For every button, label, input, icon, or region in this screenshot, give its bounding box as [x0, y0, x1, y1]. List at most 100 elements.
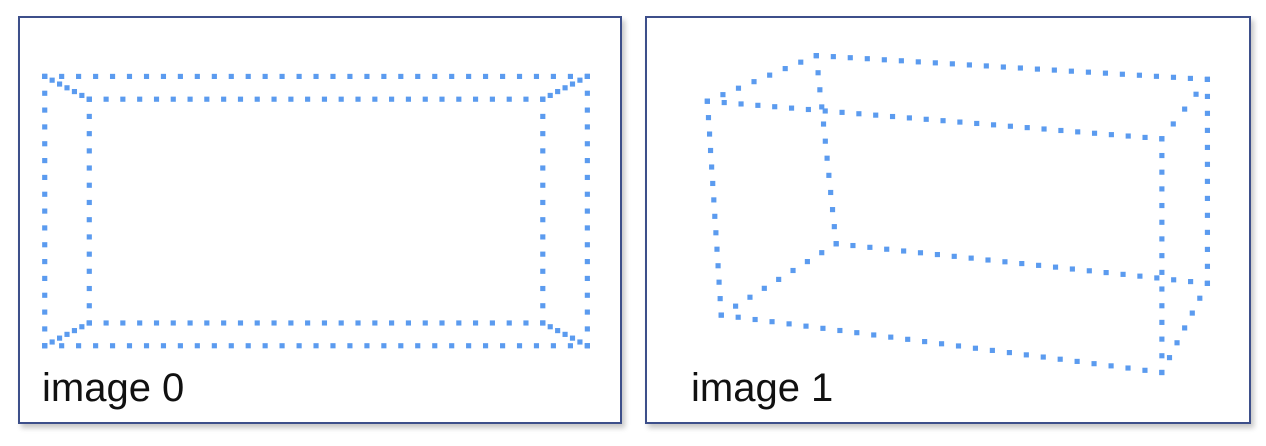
inner-edge-dot — [422, 96, 428, 102]
outer-edge-dot — [228, 343, 234, 349]
box-edge-dot — [850, 242, 856, 249]
outer-edge-dot — [330, 73, 336, 79]
outer-edge-dot — [381, 73, 387, 79]
box-edge-dot — [867, 244, 873, 250]
box-edge-dot — [767, 72, 773, 78]
box-edge-dot — [1204, 280, 1211, 286]
box-edge-dot — [733, 303, 739, 309]
box-edge-dot — [1154, 275, 1160, 281]
box-edge-dot — [822, 108, 828, 114]
box-edge-dot — [1091, 361, 1097, 367]
box-edge-dot — [974, 120, 980, 127]
box-edge-dot — [1159, 136, 1165, 142]
box-edge-dot — [761, 285, 767, 291]
inner-edge-dot — [489, 96, 495, 102]
outer-edge-dot — [42, 309, 48, 315]
box-edge-dot — [788, 105, 795, 111]
box-edge-dot — [854, 330, 860, 336]
box-edge-dot — [721, 99, 727, 106]
inner-edge-dot — [355, 320, 361, 326]
outer-edge-dot — [500, 343, 506, 349]
box-edge-dot — [1007, 123, 1013, 129]
box-edge-dot — [713, 230, 719, 236]
outer-edge-dot — [415, 73, 421, 79]
box-edge-dot — [1204, 76, 1211, 82]
box-edge-dot — [720, 92, 726, 98]
box-edge-dot — [752, 316, 758, 323]
outer-edge-dot — [59, 343, 65, 349]
outer-edge-dot — [449, 343, 455, 349]
box-edge-dot — [888, 334, 894, 340]
inner-edge-dot — [540, 131, 546, 137]
box-edge-dot — [1189, 310, 1195, 316]
box-edge-dot — [738, 101, 744, 107]
inner-edge-dot — [120, 320, 126, 326]
outer-edge-dot — [245, 73, 251, 79]
outer-edge-dot — [42, 208, 48, 214]
box-edge-dot — [1197, 295, 1203, 301]
inner-edge-dot — [472, 320, 479, 326]
connector-dot — [584, 73, 590, 79]
box-edge-dot — [1170, 121, 1176, 127]
outer-edge-dot — [262, 73, 268, 79]
box-edge-dot — [951, 253, 957, 259]
box-edge-dot — [1159, 202, 1165, 209]
box-edge-dot — [711, 197, 717, 203]
box-edge-dot — [940, 118, 946, 124]
box-edge-dot — [905, 336, 911, 342]
outer-edge-dot — [415, 343, 421, 349]
box-edge-dot — [1142, 134, 1148, 140]
box-edge-dot — [1174, 340, 1180, 346]
outer-edge-dot — [42, 259, 48, 265]
inner-edge-dot — [338, 96, 344, 102]
outer-edge-dot — [432, 73, 438, 79]
inner-edge-dot — [86, 165, 92, 171]
inner-edge-dot — [540, 199, 546, 206]
box-edge-dot — [819, 250, 825, 256]
outer-edge-dot — [262, 343, 268, 349]
box-edge-dot — [1159, 269, 1165, 275]
inner-edge-dot — [103, 320, 109, 326]
outer-edge-dot — [533, 73, 540, 79]
box-edge-dot — [938, 341, 945, 347]
box-edge-dot — [1085, 69, 1091, 75]
outer-edge-dot — [42, 275, 48, 281]
connector-dot — [71, 328, 78, 334]
box-edge-dot — [718, 312, 724, 318]
outer-edge-dot — [584, 208, 590, 214]
box-edge-dot — [1204, 144, 1211, 150]
inner-edge-dot — [288, 320, 294, 326]
outer-edge-dot — [449, 73, 455, 79]
box-edge-dot — [1159, 219, 1165, 225]
outer-edge-dot — [584, 242, 590, 248]
box-edge-dot — [901, 248, 907, 254]
inner-edge-dot — [439, 96, 445, 102]
box-edge-dot — [906, 115, 912, 121]
box-edge-dot — [884, 246, 890, 252]
inner-edge-dot — [472, 96, 479, 102]
outer-edge-dot — [42, 242, 48, 248]
outer-edge-dot — [482, 73, 489, 79]
inner-edge-dot — [254, 96, 260, 102]
inner-edge-dot — [456, 96, 462, 102]
box-edge-dot — [985, 257, 991, 263]
inner-edge-dot — [540, 113, 546, 119]
outer-edge-dot — [126, 73, 133, 79]
inner-edge-dot — [103, 96, 109, 102]
box-edge-dot — [989, 347, 995, 353]
outer-edge-dot — [228, 73, 234, 79]
outer-edge-dot — [42, 73, 48, 79]
outer-edge-dot — [550, 73, 556, 79]
outer-edge-dot — [466, 73, 472, 79]
box-edge-dot — [705, 115, 712, 121]
inner-edge-dot — [137, 96, 143, 102]
outer-edge-dot — [109, 343, 116, 349]
box-edge-dot — [837, 327, 843, 334]
box-edge-dot — [881, 57, 887, 63]
box-edge-dot — [957, 119, 963, 125]
box-edge-dot — [917, 250, 924, 256]
outer-edge-dot — [364, 343, 370, 349]
box-edge-dot — [922, 339, 928, 345]
inner-edge-dot — [321, 320, 328, 326]
inner-edge-dot — [86, 303, 92, 309]
